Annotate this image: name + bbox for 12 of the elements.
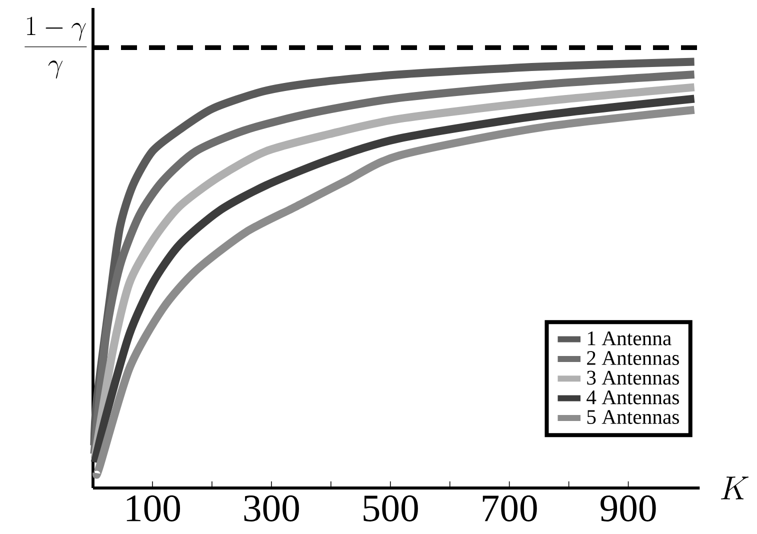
x-tick-label: 900 [600, 495, 656, 522]
x-tick-label: 500 [364, 495, 418, 522]
legend-label: 5 Antennas [587, 410, 679, 424]
x-tick-label: 100 [126, 495, 180, 522]
legend-label: 1 Antenna [588, 331, 672, 346]
x-tick-label: 700 [482, 495, 537, 522]
legend-label: 3 Antennas [587, 370, 679, 385]
ref-line-label: $\frac{1-\gamma}{\gamma}$ [24, 16, 87, 79]
x-axis-title: $K$ [721, 476, 749, 500]
legend-label: 4 Antennas [586, 390, 679, 404]
x-tick-label: 300 [244, 495, 299, 522]
legend-label: 2 Antennas [587, 351, 679, 366]
